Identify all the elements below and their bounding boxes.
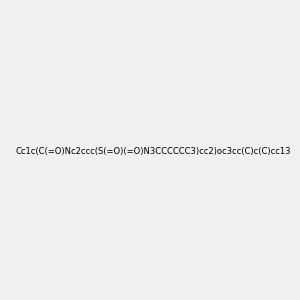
Text: Cc1c(C(=O)Nc2ccc(S(=O)(=O)N3CCCCCC3)cc2)oc3cc(C)c(C)cc13: Cc1c(C(=O)Nc2ccc(S(=O)(=O)N3CCCCCC3)cc2)… bbox=[16, 147, 292, 156]
